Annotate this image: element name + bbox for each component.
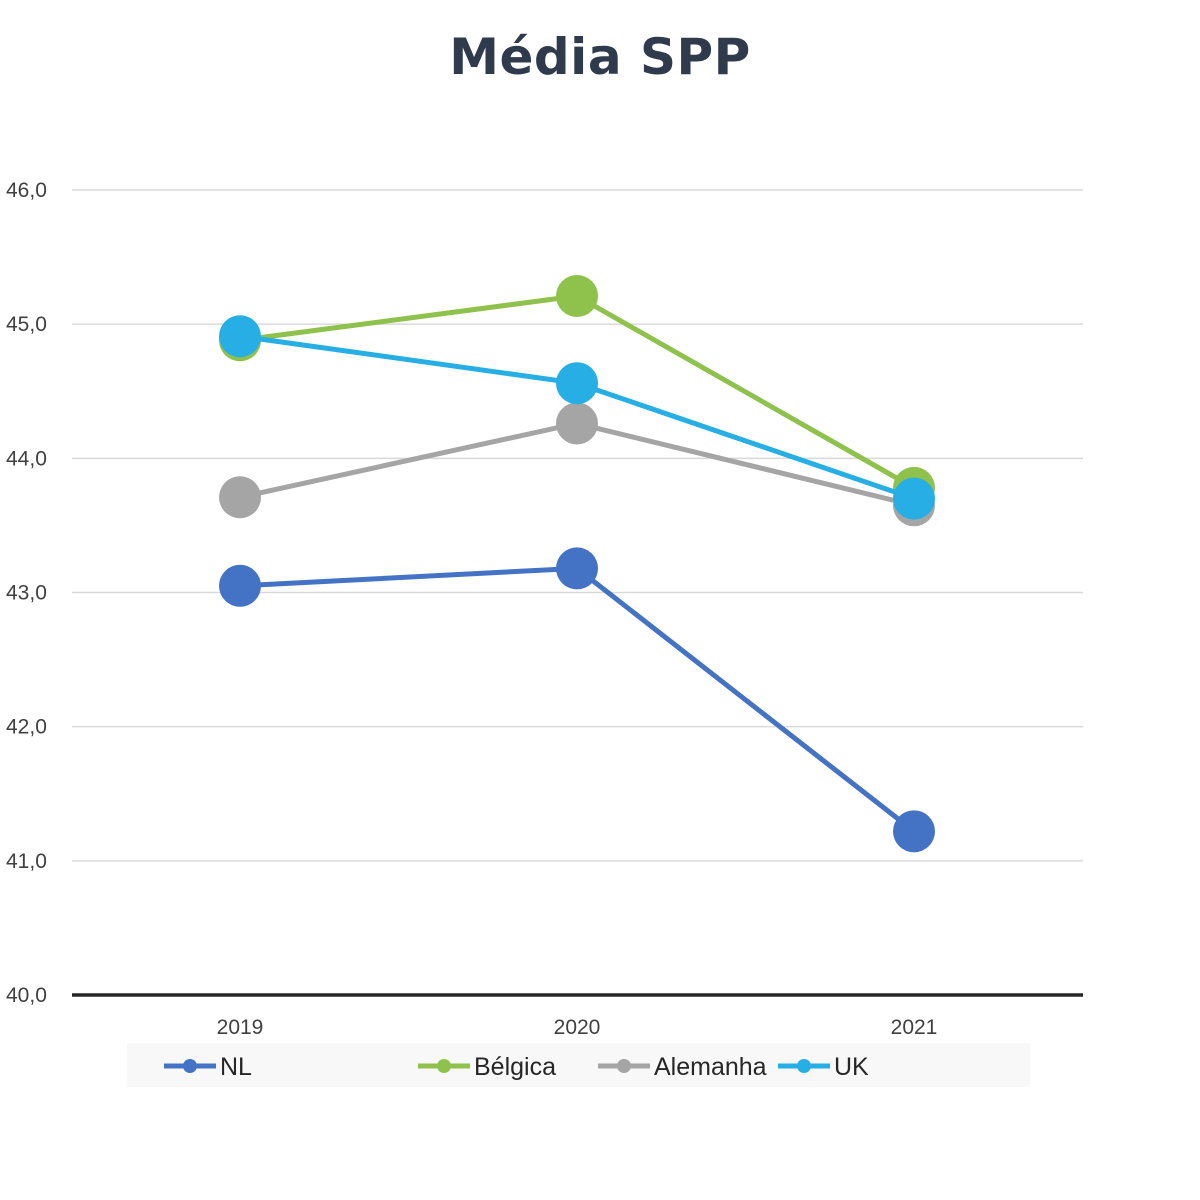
- legend-marker-3: [797, 1059, 811, 1073]
- data-point-3-2: [893, 477, 935, 520]
- y-tick-label-2: 42,0: [6, 716, 47, 739]
- legend-item-3: UK: [778, 1053, 869, 1081]
- legend-label-2: Alemanha: [654, 1053, 767, 1081]
- legend-label-0: NL: [220, 1053, 252, 1081]
- y-tick-label-3: 43,0: [6, 582, 47, 605]
- x-tick-label-1: 2020: [554, 1016, 601, 1039]
- series-uk: [219, 315, 935, 520]
- legend-marker-2: [617, 1059, 631, 1073]
- y-tick-label-5: 45,0: [6, 313, 47, 336]
- data-point-2-0: [219, 476, 261, 519]
- legend-item-0: NL: [164, 1053, 252, 1081]
- chart-title: Média SPP: [449, 28, 751, 86]
- legend-label-1: Bélgica: [474, 1053, 556, 1081]
- data-point-0-0: [219, 564, 261, 607]
- y-tick-label-4: 44,0: [6, 447, 47, 470]
- series-alemanha: [219, 402, 935, 527]
- data-point-3-0: [219, 315, 261, 358]
- data-point-2-1: [556, 402, 598, 445]
- y-tick-label-0: 40,0: [6, 984, 47, 1007]
- data-point-0-1: [556, 547, 598, 590]
- series-lines: [219, 274, 935, 853]
- legend-marker-1: [437, 1059, 451, 1073]
- y-tick-label-6: 46,0: [6, 179, 47, 202]
- x-tick-label-2: 2021: [891, 1016, 938, 1039]
- legend-item-1: Bélgica: [418, 1053, 556, 1081]
- series-nl: [219, 547, 935, 853]
- data-point-0-2: [893, 810, 935, 853]
- legend-label-3: UK: [834, 1053, 869, 1081]
- data-point-3-1: [556, 362, 598, 405]
- legend-item-2: Alemanha: [598, 1053, 767, 1081]
- data-point-1-1: [556, 274, 598, 317]
- axes: 40,0 41,0 42,0 43,0 44,0 45,0 46,0 2019 2020 2021: [6, 179, 1083, 1039]
- legend-box: [127, 1043, 1030, 1087]
- x-tick-label-0: 2019: [217, 1016, 264, 1039]
- y-tick-label-1: 41,0: [6, 850, 47, 873]
- legend-marker-0: [183, 1059, 197, 1073]
- series-line-0: [237, 565, 917, 834]
- legend: NL Bélgica Alemanha UK: [127, 1043, 1030, 1087]
